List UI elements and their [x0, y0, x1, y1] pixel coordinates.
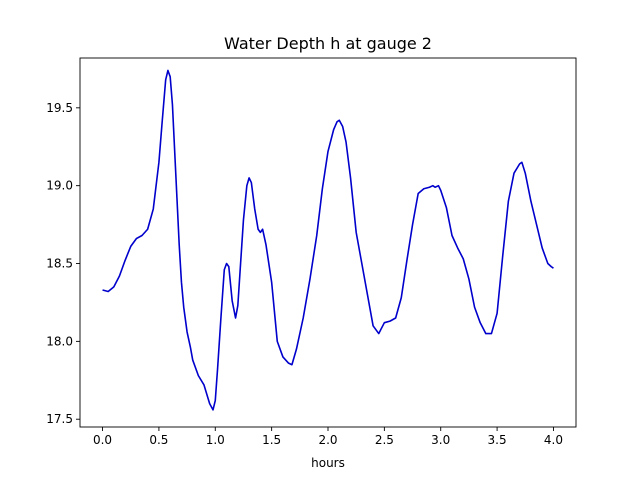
- x-tick-label: 0.0: [93, 433, 112, 447]
- x-tick-label: 3.5: [488, 433, 507, 447]
- y-axis-ticks: 17.5 18.0 18.5 19.0 19.5: [46, 101, 80, 426]
- chart-title: Water Depth h at gauge 2: [224, 34, 432, 53]
- x-tick-label: 2.0: [318, 433, 337, 447]
- x-tick-label: 1.5: [262, 433, 281, 447]
- y-tick-label: 18.0: [46, 334, 73, 348]
- x-tick-label: 3.0: [431, 433, 450, 447]
- x-tick-label: 4.0: [544, 433, 563, 447]
- x-tick-label: 1.0: [206, 433, 225, 447]
- y-tick-label: 18.5: [46, 257, 73, 271]
- y-tick-label: 17.5: [46, 412, 73, 426]
- x-axis-ticks: 0.0 0.5 1.0 1.5 2.0 2.5 3.0 3.5 4.0: [93, 427, 563, 447]
- series-line: [102, 69, 554, 411]
- y-tick-label: 19.5: [46, 101, 73, 115]
- y-tick-label: 19.0: [46, 179, 73, 193]
- x-axis-label: hours: [311, 456, 345, 470]
- x-tick-label: 0.5: [149, 433, 168, 447]
- x-tick-label: 2.5: [375, 433, 394, 447]
